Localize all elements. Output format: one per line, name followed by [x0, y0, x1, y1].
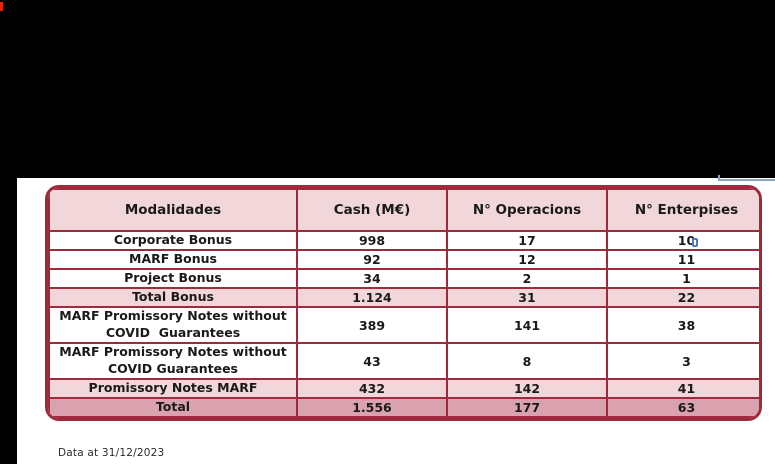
header-modalidades: Modalidades — [48, 188, 298, 232]
operations-value: 31 — [446, 287, 608, 308]
cash-value: 92 — [296, 249, 448, 270]
header-enterprises: N° Enterpises — [606, 188, 759, 232]
header-cash: Cash (M€) — [296, 188, 448, 232]
enterprises-value: 11 — [606, 249, 759, 270]
table-row-total: Total 1.556 177 63 — [48, 397, 759, 418]
row-label: MARF Bonus — [48, 249, 298, 270]
data-date-footnote: Data at 31/12/2023 — [58, 447, 165, 459]
cash-value: 1.124 — [296, 287, 448, 308]
row-label: Project Bonus — [48, 268, 298, 289]
row-label: MARF Promissory Notes without COVID Guar… — [48, 342, 298, 380]
selection-handle-artifact — [692, 238, 698, 247]
operations-value: 141 — [446, 306, 608, 344]
enterprises-value: 63 — [606, 397, 759, 418]
table-row-promissory-notes-marf: Promissory Notes MARF 432 142 41 — [48, 378, 759, 399]
cash-value: 1.556 — [296, 397, 448, 418]
table-row-project-bonus: Project Bonus 34 2 1 — [48, 268, 759, 289]
chart-border-fragment-vertical — [718, 175, 720, 181]
row-label: Promissory Notes MARF — [48, 378, 298, 399]
operations-value: 142 — [446, 378, 608, 399]
row-label: Total — [48, 397, 298, 418]
table-row-total-bonus: Total Bonus 1.124 31 22 — [48, 287, 759, 308]
table-row-marf-promissory-1: MARF Promissory Notes without COVID Guar… — [48, 306, 759, 344]
table-row-marf-promissory-2: MARF Promissory Notes without COVID Guar… — [48, 342, 759, 380]
operations-value: 177 — [446, 397, 608, 418]
cash-value: 34 — [296, 268, 448, 289]
operations-value: 12 — [446, 249, 608, 270]
enterprises-value: 10 — [606, 230, 759, 251]
cash-value: 432 — [296, 378, 448, 399]
row-label: Total Bonus — [48, 287, 298, 308]
row-label: Corporate Bonus — [48, 230, 298, 251]
cash-value: 389 — [296, 306, 448, 344]
data-table: Modalidades Cash (M€) N° Operacions N° E… — [48, 188, 759, 418]
row-label: MARF Promissory Notes without COVID Guar… — [48, 306, 298, 344]
enterprises-value: 22 — [606, 287, 759, 308]
operations-value: 17 — [446, 230, 608, 251]
operations-value: 8 — [446, 342, 608, 380]
table-header-row: Modalidades Cash (M€) N° Operacions N° E… — [48, 188, 759, 232]
enterprises-value: 38 — [606, 306, 759, 344]
cash-value: 43 — [296, 342, 448, 380]
enterprises-value: 41 — [606, 378, 759, 399]
header-operations: N° Operacions — [446, 188, 608, 232]
table-row-corporate-bonus: Corporate Bonus 998 17 10 — [48, 230, 759, 251]
cash-value: 998 — [296, 230, 448, 251]
chart-border-fragment-horizontal — [718, 179, 775, 181]
redaction-overlay-left — [0, 0, 17, 464]
redaction-overlay-top — [0, 0, 775, 178]
enterprises-value: 3 — [606, 342, 759, 380]
table-row-marf-bonus: MARF Bonus 92 12 11 — [48, 249, 759, 270]
operations-value: 2 — [446, 268, 608, 289]
modalidades-table: Modalidades Cash (M€) N° Operacions N° E… — [45, 185, 762, 421]
red-corner-mark — [0, 2, 3, 11]
enterprises-value: 1 — [606, 268, 759, 289]
